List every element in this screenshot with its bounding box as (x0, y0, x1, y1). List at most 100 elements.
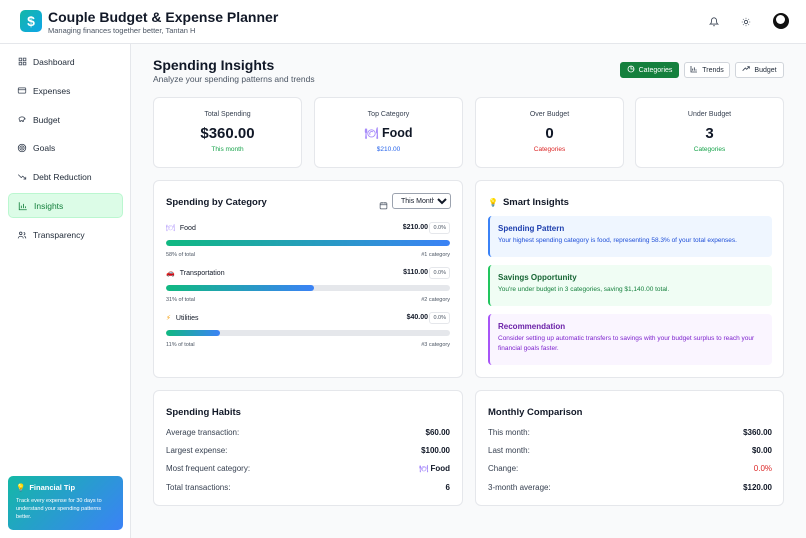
budget-view-button[interactable]: Budget (735, 62, 784, 78)
stat-value-text: Food (381, 126, 413, 140)
stat-note: Categories (533, 146, 566, 153)
habit-value: 🍽 Food (419, 464, 450, 473)
comparison-value: $0.00 (751, 446, 772, 455)
habit-row: Largest expense: $100.00 (166, 446, 450, 460)
stat-note: $210.00 (376, 146, 401, 153)
category-amount: $110.00 (403, 269, 428, 276)
sidebar-item-debt-reduction[interactable]: Debt Reduction (8, 164, 123, 189)
credit-card-icon (17, 86, 27, 96)
stat-value: 🍽 Food (315, 126, 462, 140)
habit-value: $60.00 (425, 428, 450, 437)
tip-title: 💡 Financial Tip (16, 483, 115, 492)
comparison-row: Last month: $0.00 (488, 446, 772, 460)
tip-title-text: Financial Tip (29, 483, 76, 492)
category-share: 11% of total (166, 342, 195, 348)
comparison-label: Last month: (488, 446, 530, 455)
piggy-bank-icon (17, 115, 27, 125)
comparison-value: $120.00 (743, 483, 772, 492)
habit-value-text: Food (430, 464, 450, 473)
category-change-badge: 0.0% (429, 222, 450, 234)
pie-chart-icon (627, 65, 635, 75)
page-subtitle: Analyze your spending patterns and trend… (153, 74, 315, 84)
card-title-text: Smart Insights (502, 197, 569, 208)
trend-down-icon (17, 172, 27, 182)
calendar-icon (379, 197, 388, 215)
sidebar-item-goals[interactable]: Goals (8, 135, 123, 160)
insight-text: Consider setting up automatic transfers … (498, 335, 755, 352)
bell-icon[interactable] (705, 13, 723, 31)
card-title: 💡 Smart Insights (488, 197, 569, 208)
comparison-label: This month: (488, 428, 530, 437)
stat-label: Under Budget (687, 111, 732, 118)
category-name: ⚡ Utilities (166, 314, 199, 323)
financial-tip-card: 💡 Financial Tip Track every expense for … (8, 476, 123, 530)
avatar[interactable] (773, 13, 789, 29)
top-header: $ Couple Budget & Expense Planner Managi… (0, 0, 806, 44)
stat-label: Over Budget (529, 111, 570, 118)
spending-by-category-card: Spending by Category This Month 🍽 Food $2… (153, 180, 463, 378)
lightning-icon: ⚡ (166, 315, 171, 322)
total-spending-card: Total Spending $360.00 This month (153, 97, 302, 168)
category-share: 31% of total (166, 297, 196, 303)
card-title: Spending by Category (166, 197, 267, 208)
sidebar-item-dashboard[interactable]: Dashboard (8, 49, 123, 74)
sidebar-item-label: Dashboard (33, 56, 75, 67)
monthly-comparison-card: Monthly Comparison This month: $360.00 La… (475, 390, 784, 506)
spending-habits-card: Spending Habits Average transaction: $60.… (153, 390, 463, 506)
trend-up-icon (742, 65, 751, 75)
habit-label: Total transactions: (166, 483, 231, 492)
app-subtitle: Managing finances together better, Tanta… (48, 26, 196, 35)
car-icon: 🚗 (166, 270, 175, 277)
period-select[interactable]: This Month (392, 193, 451, 209)
habit-value: 6 (445, 483, 450, 492)
comparison-value: 0.0% (753, 464, 772, 473)
trends-view-button[interactable]: Trends (684, 62, 730, 78)
app-title: Couple Budget & Expense Planner (48, 9, 279, 25)
insight-title: Savings Opportunity (498, 273, 577, 282)
category-progress-bar (166, 285, 450, 291)
stat-value: $360.00 (200, 125, 255, 142)
comparison-value: $360.00 (743, 428, 772, 437)
category-name-text: Utilities (175, 314, 199, 322)
stat-label: Total Spending (204, 111, 251, 118)
sidebar-item-insights[interactable]: Insights (8, 193, 123, 218)
habit-row: Total transactions: 6 (166, 483, 450, 497)
habit-row: Average transaction: $60.00 (166, 428, 450, 442)
sidebar-item-expenses[interactable]: Expenses (8, 78, 123, 103)
insight-savings-opportunity: Savings Opportunity You're under budget … (488, 265, 772, 306)
category-change-badge: 0.0% (429, 267, 450, 279)
category-row-utilities: ⚡ Utilities $40.00 0.0% 11% of total #3 ca… (166, 312, 450, 352)
category-change-badge: 0.0% (429, 312, 450, 324)
insight-text: You're under budget in 3 categories, sav… (498, 286, 670, 293)
page-title: Spending Insights (153, 57, 275, 73)
dollar-logo-icon: $ (20, 10, 42, 32)
sidebar-item-budget[interactable]: Budget (8, 107, 123, 132)
category-progress-fill (166, 240, 450, 246)
lightbulb-icon: 💡 (16, 483, 26, 492)
bar-chart-icon (18, 201, 28, 211)
category-name: 🍽 Food (166, 224, 196, 233)
plate-icon: 🍽 (166, 225, 175, 232)
comparison-row: Change: 0.0% (488, 464, 772, 478)
categories-view-button[interactable]: Categories (620, 62, 679, 78)
category-rank: #3 category (421, 342, 450, 348)
category-rank: #2 category (421, 297, 450, 303)
stat-note: This month (211, 146, 244, 153)
category-row-food: 🍽 Food $210.00 0.0% 58% of total #1 catego… (166, 222, 450, 262)
sidebar-item-label: Budget (33, 114, 60, 125)
insight-title: Recommendation (498, 322, 566, 331)
habit-value: $100.00 (421, 446, 450, 455)
sun-icon[interactable] (737, 13, 755, 31)
habit-label: Largest expense: (166, 446, 228, 455)
button-label: Trends (702, 66, 724, 74)
comparison-row: This month: $360.00 (488, 428, 772, 442)
sidebar: Dashboard Expenses Budget Goals Debt Red… (0, 44, 131, 538)
habit-row: Most frequent category: 🍽 Food (166, 464, 450, 478)
target-icon (17, 143, 27, 153)
smart-insights-card: 💡 Smart Insights Spending Pattern Your h… (475, 180, 784, 378)
sidebar-item-transparency[interactable]: Transparency (8, 222, 123, 247)
stat-label: Top Category (367, 111, 410, 118)
insight-spending-pattern: Spending Pattern Your highest spending c… (488, 216, 772, 257)
lightbulb-icon: 💡 (488, 198, 498, 207)
category-name-text: Transportation (179, 269, 225, 277)
